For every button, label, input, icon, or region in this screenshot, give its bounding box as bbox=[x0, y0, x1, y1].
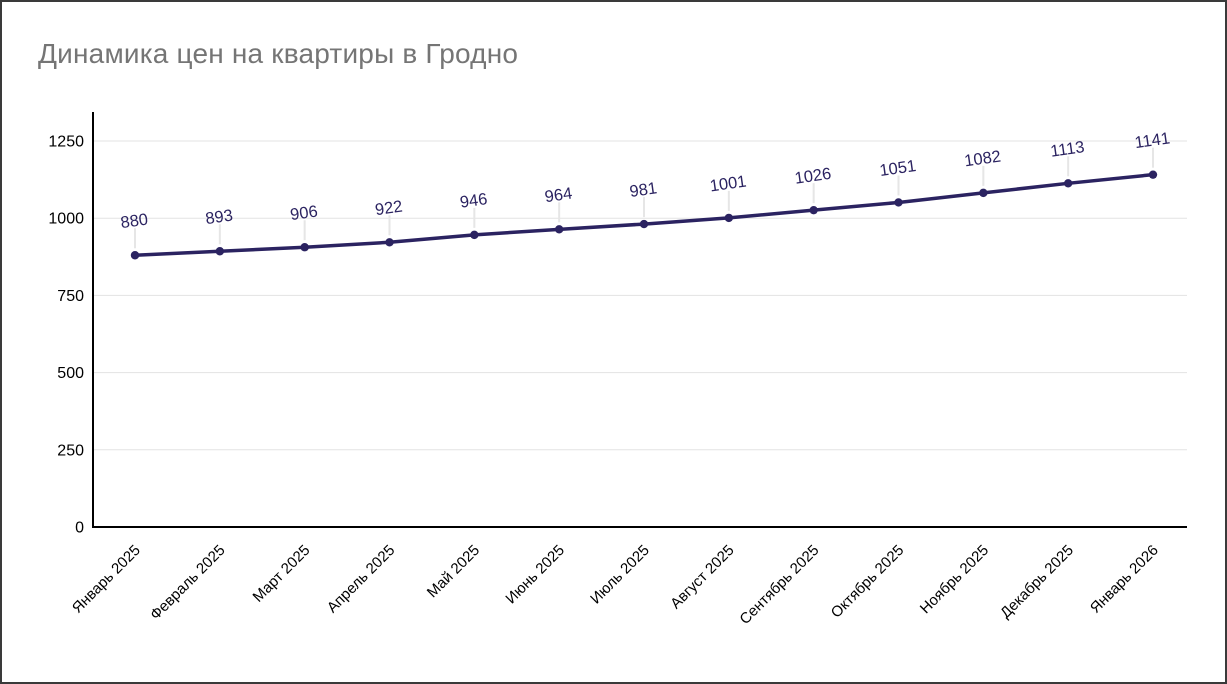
value-label: 906 bbox=[289, 202, 319, 224]
value-label: 1051 bbox=[878, 157, 917, 180]
data-point[interactable] bbox=[809, 205, 818, 215]
value-label: 1141 bbox=[1133, 129, 1171, 152]
data-point[interactable] bbox=[300, 243, 309, 252]
value-label: 1001 bbox=[709, 172, 748, 195]
x-axis-category-label: Октябрь 2025 bbox=[828, 542, 908, 622]
data-point[interactable] bbox=[724, 213, 734, 223]
chart-title: Динамика цен на квартиры в Гродно bbox=[38, 38, 519, 69]
y-axis-tick-label: 250 bbox=[57, 442, 84, 459]
data-point[interactable] bbox=[554, 225, 564, 234]
y-axis-tick-label: 500 bbox=[57, 365, 84, 382]
data-point[interactable] bbox=[1148, 170, 1158, 179]
value-label: 964 bbox=[544, 185, 574, 207]
y-axis-tick-label: 1000 bbox=[48, 211, 84, 228]
y-axis-tick-label: 1250 bbox=[48, 134, 84, 151]
data-point[interactable] bbox=[385, 238, 394, 247]
data-point[interactable] bbox=[639, 219, 649, 229]
data-point[interactable] bbox=[215, 247, 225, 256]
value-label: 1026 bbox=[794, 165, 833, 188]
data-point[interactable] bbox=[979, 188, 988, 198]
value-label: 981 bbox=[628, 179, 658, 201]
data-point[interactable] bbox=[894, 198, 903, 207]
x-axis-category-label: Июль 2025 bbox=[587, 542, 653, 608]
value-label: 946 bbox=[459, 190, 489, 212]
y-axis-tick-label: 0 bbox=[75, 520, 84, 537]
x-axis-category-label: Сентябрь 2025 bbox=[736, 542, 822, 628]
y-axis-tick-label: 750 bbox=[57, 288, 84, 305]
value-label: 880 bbox=[119, 210, 149, 232]
x-axis-category-label: Январь 2026 bbox=[1087, 542, 1162, 617]
x-axis-category-label: Декабрь 2025 bbox=[997, 542, 1077, 622]
value-label: 893 bbox=[204, 206, 234, 228]
value-label: 1082 bbox=[963, 147, 1002, 170]
x-axis-category-label: Май 2025 bbox=[424, 542, 483, 601]
x-axis-category-label: Ноябрь 2025 bbox=[917, 542, 992, 617]
x-axis-category-label: Июнь 2025 bbox=[502, 542, 568, 608]
data-point[interactable] bbox=[130, 251, 140, 260]
x-axis-category-label: Август 2025 bbox=[667, 542, 737, 612]
value-label: 1113 bbox=[1049, 138, 1085, 161]
x-axis-category-label: Февраль 2025 bbox=[147, 542, 229, 624]
x-axis-category-label: Апрель 2025 bbox=[324, 542, 399, 617]
x-axis-category-label: Январь 2025 bbox=[69, 542, 144, 617]
value-label: 922 bbox=[374, 198, 404, 220]
x-axis-category-label: Март 2025 bbox=[250, 542, 314, 606]
data-point[interactable] bbox=[1063, 179, 1073, 188]
data-point[interactable] bbox=[470, 230, 479, 240]
